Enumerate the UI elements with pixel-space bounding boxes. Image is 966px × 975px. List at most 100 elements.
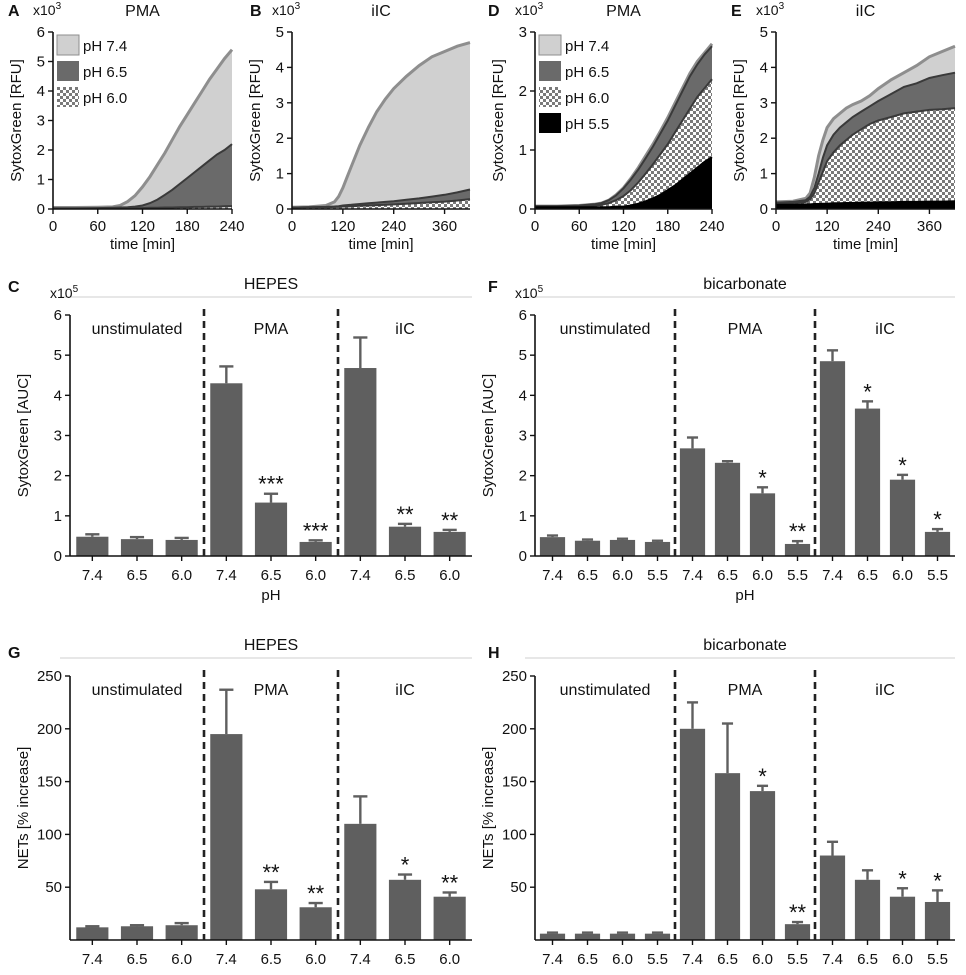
y-tick-label-c: 1: [54, 508, 62, 525]
group-label-g: unstimulated: [92, 682, 183, 699]
line-series-b-2: [291, 198, 471, 209]
x-tick-label-d: 120: [611, 218, 636, 235]
y-tick-label-b: 4: [276, 59, 284, 76]
x-axis-label-f: pH: [735, 587, 754, 604]
significance-h: **: [789, 900, 807, 925]
x-tick-label-g: 6.5: [261, 951, 282, 968]
significance-f: *: [863, 379, 872, 404]
legend-swatch-a: [56, 34, 80, 56]
group-label-c: iIC: [395, 321, 415, 338]
significance-h: *: [758, 764, 767, 789]
legend-label-d: pH 6.0: [565, 90, 609, 107]
bar-g: [388, 879, 422, 940]
panel-label-g: G: [8, 645, 20, 662]
significance-f: *: [758, 465, 767, 490]
x-tick-label-b: 360: [432, 218, 457, 235]
x-tick-label-d: 240: [699, 218, 724, 235]
x-tick-label-g: 7.4: [82, 951, 103, 968]
bar-c: [433, 531, 466, 556]
axis-multiplier-b: x103: [272, 1, 301, 18]
bar-f: [854, 408, 881, 556]
legend-label-a: pH 6.5: [83, 64, 127, 81]
x-tick-label-f: 6.0: [752, 567, 773, 584]
panel-a-plot: 0 1 2 3 4 5 6 SytoxGreen [RFU] x103 0 60 120 180 240 t…: [8, 1, 245, 253]
x-tick-label-g: 6.0: [439, 951, 460, 968]
y-axis-label-b: SytoxGreen [RFU]: [247, 59, 264, 182]
bar-f: [609, 539, 636, 556]
line-series-e-1: [775, 71, 956, 204]
x-tick-label-d: 60: [571, 218, 588, 235]
x-tick-label-h: 6.5: [857, 951, 878, 968]
panel-a: A 0 1 2 3 4 5 6 SytoxGreen [RFU] x103 0 60 120 180 24…: [8, 1, 245, 253]
legend-swatch-d: [539, 113, 561, 133]
x-tick-label-c: 6.0: [439, 567, 460, 584]
bar-g: [433, 896, 466, 940]
y-tick-label-a: 0: [37, 201, 45, 218]
y-tick-label-b: 3: [276, 95, 284, 112]
bar-h: [819, 855, 846, 940]
x-tick-label-a: 0: [49, 218, 57, 235]
y-axis-label-c: SytoxGreen [AUC]: [15, 374, 32, 497]
x-axis-label-c: pH: [261, 587, 280, 604]
y-tick-label-a: 2: [37, 142, 45, 159]
x-tick-label-g: 7.4: [350, 951, 371, 968]
bar-c: [388, 526, 422, 556]
chart-title-d: PMA: [606, 3, 641, 20]
significance-g: **: [262, 860, 280, 885]
panel-b: B 0 1 2 3 4 5 SytoxGreen [RFU] x103 0 120 240 360 ti…: [247, 1, 471, 253]
group-label-g: PMA: [254, 682, 289, 699]
x-tick-label-b: 240: [381, 218, 406, 235]
panel-c: C HEPES 7.4 6.5 6.0 7.4 *** 6.5 *** 6.0 7.4 ** 6.5 *…: [8, 276, 472, 604]
line-series-e-0: [775, 44, 956, 204]
bar-g: [210, 734, 243, 940]
y-tick-label-e: 0: [760, 201, 768, 218]
x-tick-label-f: 6.5: [577, 567, 598, 584]
bar-h: [539, 933, 566, 940]
axis-multiplier-a: x103: [33, 1, 62, 18]
panel-label-c: C: [8, 279, 20, 296]
legend-label-a: pH 6.0: [83, 90, 127, 107]
x-tick-label-e: 0: [772, 218, 780, 235]
y-tick-label-h: 200: [502, 721, 527, 738]
significance-h: *: [898, 866, 907, 891]
x-tick-label-f: 6.5: [857, 567, 878, 584]
x-tick-label-g: 7.4: [216, 951, 237, 968]
line-series-d-1: [535, 45, 713, 208]
y-tick-label-h: 250: [502, 668, 527, 685]
x-tick-label-h: 6.5: [577, 951, 598, 968]
group-label-h: unstimulated: [560, 682, 651, 699]
y-tick-label-d: 3: [519, 24, 527, 41]
y-tick-label-b: 5: [276, 24, 284, 41]
axis-multiplier-e: x103: [756, 1, 785, 18]
y-tick-label-g: 250: [37, 668, 62, 685]
significance-c: ***: [258, 472, 284, 497]
chart-title-g: HEPES: [244, 637, 298, 654]
bar-g: [120, 926, 154, 940]
y-tick-label-f: 4: [519, 387, 527, 404]
legend-label-d: pH 6.5: [565, 64, 609, 81]
axis-multiplier-exponent-b: 3: [295, 1, 301, 12]
y-tick-label-a: 1: [37, 172, 45, 189]
panel-label-d: D: [488, 3, 500, 20]
panel-label-a: A: [8, 3, 20, 20]
y-tick-label-f: 0: [519, 548, 527, 565]
x-tick-label-a: 180: [175, 218, 200, 235]
y-tick-label-h: 100: [502, 826, 527, 843]
y-axis-label-e: SytoxGreen [RFU]: [731, 59, 748, 182]
legend-swatch-d: [539, 61, 561, 81]
significance-c: **: [441, 508, 459, 533]
y-tick-label-e: 4: [760, 59, 768, 76]
y-tick-label-e: 1: [760, 166, 768, 183]
y-tick-label-c: 3: [54, 428, 62, 445]
x-tick-label-h: 7.4: [542, 951, 563, 968]
x-tick-label-f: 5.5: [647, 567, 668, 584]
line-series-e-3: [776, 200, 956, 206]
x-tick-label-h: 6.0: [752, 951, 773, 968]
x-tick-label-a: 120: [130, 218, 155, 235]
y-tick-label-h: 150: [502, 774, 527, 791]
axis-multiplier-exponent-a: 3: [56, 1, 62, 12]
x-tick-label-c: 6.0: [305, 567, 326, 584]
x-tick-label-f: 7.4: [822, 567, 843, 584]
